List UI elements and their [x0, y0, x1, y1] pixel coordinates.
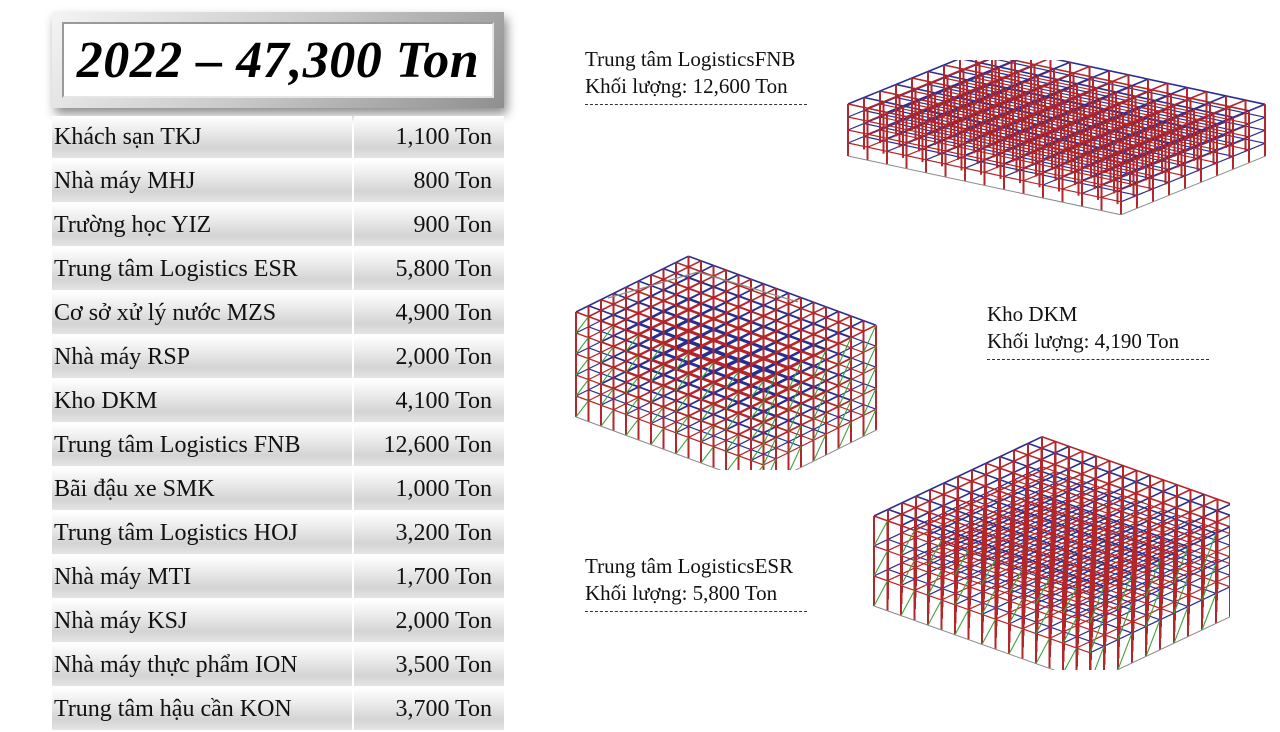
project-amount: 900 Ton: [354, 204, 504, 246]
project-name: Nhà máy MHJ: [52, 160, 352, 202]
title-plaque: 2022 – 47,300 Ton: [52, 12, 504, 108]
project-name: Trung tâm Logistics ESR: [52, 248, 352, 290]
caption-fnb: Trung tâm LogisticsFNB Khối lượng: 12,60…: [585, 46, 807, 105]
table-row: Nhà máy KSJ 2,000 Ton: [52, 600, 504, 642]
fnb-structure-model-image: [847, 60, 1266, 215]
project-amount: 3,700 Ton: [354, 688, 504, 730]
table-row: Trung tâm Logistics HOJ 3,200 Ton: [52, 512, 504, 554]
table-row: Nhà máy thực phẩm ION 3,500 Ton: [52, 644, 504, 686]
project-amount: 3,500 Ton: [354, 644, 504, 686]
project-name: Trung tâm Logistics HOJ: [52, 512, 352, 554]
table-row: Cơ sở xử lý nước MZS 4,900 Ton: [52, 292, 504, 334]
project-name: Trung tâm hậu cần KON: [52, 688, 352, 730]
table-row: Nhà máy MHJ 800 Ton: [52, 160, 504, 202]
caption-esr: Trung tâm LogisticsESR Khối lượng: 5,800…: [585, 553, 807, 612]
table-row: Khách sạn TKJ 1,100 Ton: [52, 116, 504, 158]
table-row: Trường học YIZ 900 Ton: [52, 204, 504, 246]
project-name: Nhà máy MTI: [52, 556, 352, 598]
caption-dkm-name: Kho DKM: [987, 302, 1078, 326]
project-amount: 1,100 Ton: [354, 116, 504, 158]
table-row: Trung tâm Logistics FNB 12,600 Ton: [52, 424, 504, 466]
project-table: Khách sạn TKJ 1,100 Ton Nhà máy MHJ 800 …: [52, 116, 504, 732]
caption-esr-name: Trung tâm LogisticsESR: [585, 554, 794, 578]
table-row: Trung tâm hậu cần KON 3,700 Ton: [52, 688, 504, 730]
project-name: Cơ sở xử lý nước MZS: [52, 292, 352, 334]
page-title: 2022 – 47,300 Ton: [76, 31, 480, 89]
caption-dkm-weight: Khối lượng: 4,190 Ton: [987, 329, 1180, 353]
project-name: Nhà máy KSJ: [52, 600, 352, 642]
table-row: Trung tâm Logistics ESR 5,800 Ton: [52, 248, 504, 290]
caption-esr-underline: [585, 611, 807, 612]
project-name: Nhà máy RSP: [52, 336, 352, 378]
project-name: Nhà máy thực phẩm ION: [52, 644, 352, 686]
caption-dkm-underline: [987, 359, 1209, 360]
project-amount: 4,900 Ton: [354, 292, 504, 334]
table-row: Nhà máy RSP 2,000 Ton: [52, 336, 504, 378]
project-name: Kho DKM: [52, 380, 352, 422]
caption-fnb-weight: Khối lượng: 12,600 Ton: [585, 74, 788, 98]
caption-esr-weight: Khối lượng: 5,800 Ton: [585, 581, 778, 605]
caption-fnb-name: Trung tâm LogisticsFNB: [585, 47, 796, 71]
project-amount: 12,600 Ton: [354, 424, 504, 466]
table-row: Nhà máy MTI 1,700 Ton: [52, 556, 504, 598]
project-amount: 2,000 Ton: [354, 600, 504, 642]
project-name: Bãi đậu xe SMK: [52, 468, 352, 510]
project-amount: 800 Ton: [354, 160, 504, 202]
project-name: Khách sạn TKJ: [52, 116, 352, 158]
caption-dkm: Kho DKM Khối lượng: 4,190 Ton: [987, 301, 1209, 360]
project-amount: 4,100 Ton: [354, 380, 504, 422]
project-amount: 3,200 Ton: [354, 512, 504, 554]
project-amount: 5,800 Ton: [354, 248, 504, 290]
dkm-structure-model-image: [575, 255, 877, 470]
title-plaque-inner: 2022 – 47,300 Ton: [62, 22, 494, 98]
project-amount: 2,000 Ton: [354, 336, 504, 378]
project-amount: 1,000 Ton: [354, 468, 504, 510]
project-name: Trường học YIZ: [52, 204, 352, 246]
project-name: Trung tâm Logistics FNB: [52, 424, 352, 466]
table-row: Bãi đậu xe SMK 1,000 Ton: [52, 468, 504, 510]
table-row: Kho DKM 4,100 Ton: [52, 380, 504, 422]
esr-structure-model-image: [873, 436, 1230, 670]
caption-fnb-underline: [585, 104, 807, 105]
project-amount: 1,700 Ton: [354, 556, 504, 598]
